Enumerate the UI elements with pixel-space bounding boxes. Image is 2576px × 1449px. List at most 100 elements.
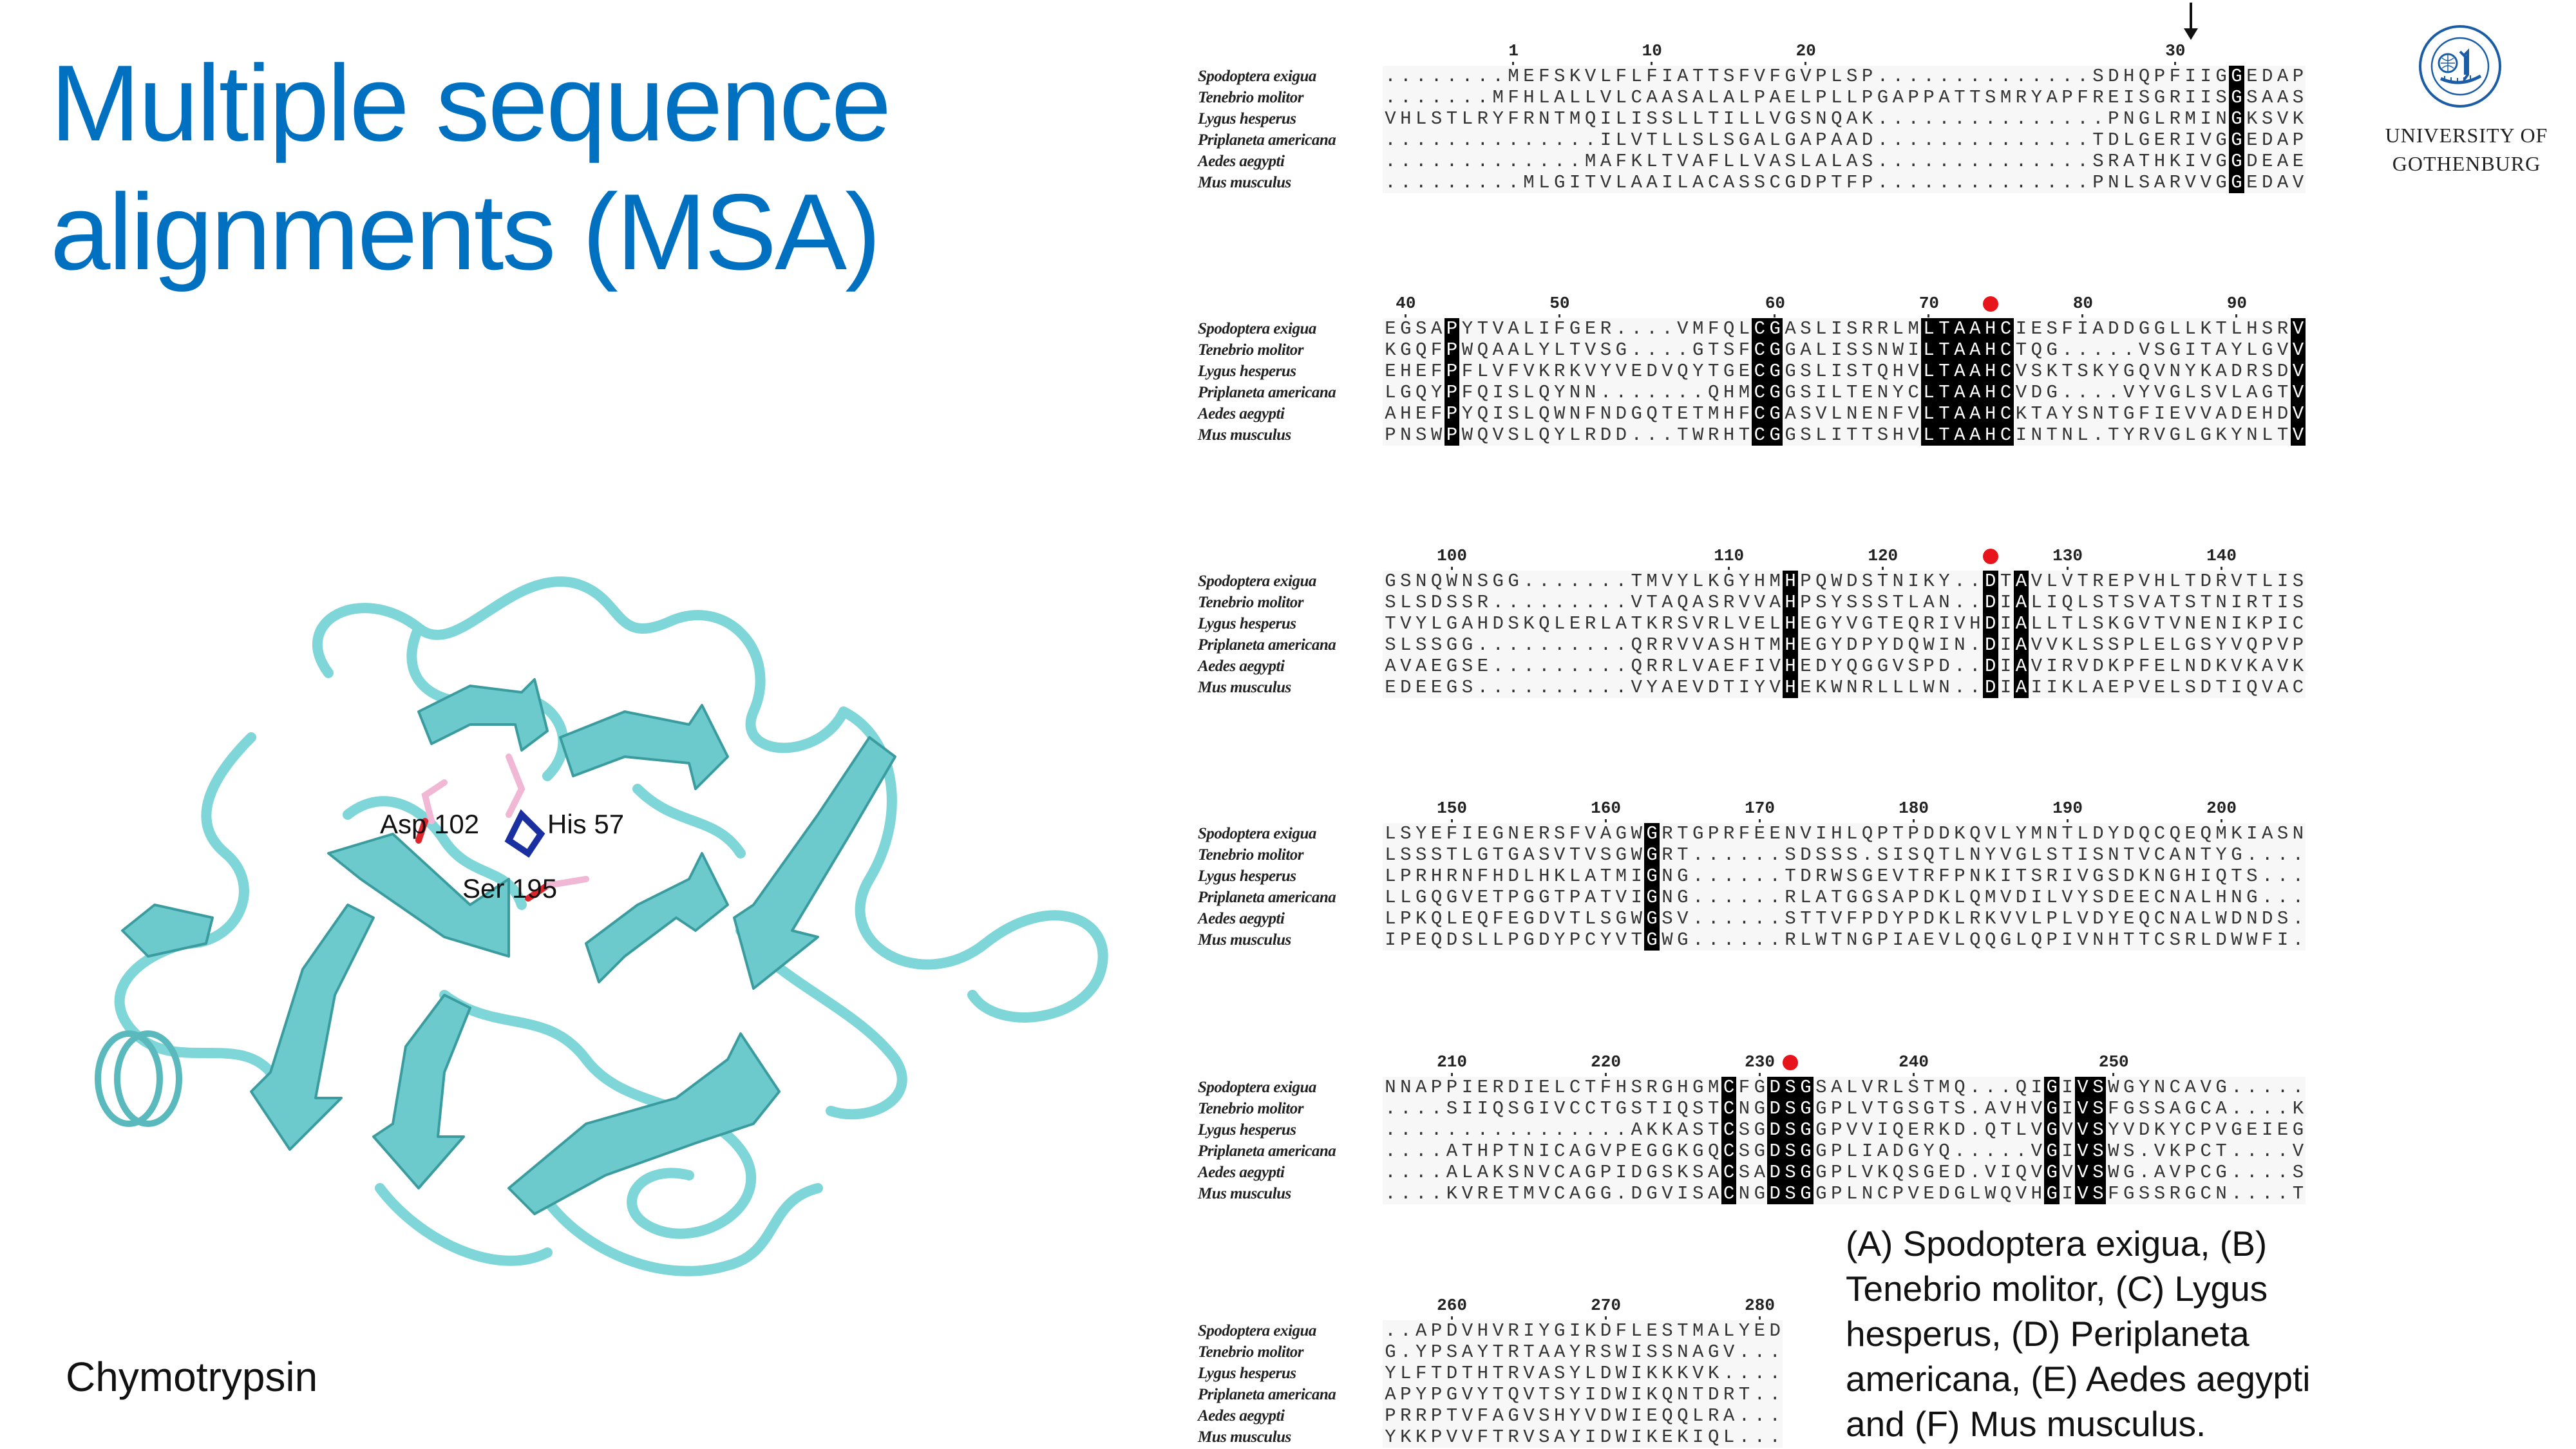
slide-title: Multiple sequence alignments (MSA): [50, 39, 891, 296]
catalytic-residue-marker: [1983, 549, 1999, 564]
position-ruler: 100 110 120 130 140: [1383, 546, 2306, 571]
position-tick-label: 160: [1587, 799, 1625, 822]
alignment-block: 100 110 120 130 140 Spodoptera exigua G S N Q W N S G…: [1198, 546, 2306, 698]
alignment-row: Lygus hesperus ................ A K K A S T C S G D…: [1198, 1119, 2306, 1141]
position-tick-label: 200: [2202, 799, 2241, 822]
position-tick-label: 110: [1710, 546, 1748, 570]
alignment-row: Mus musculus E D E E G S.......... V Y A E V D T I Y V H E…: [1198, 677, 2306, 698]
species-name: Priplaneta americana: [1198, 131, 1336, 149]
position-tick-label: 40: [1387, 294, 1425, 317]
alignment-row: Spodoptera exigua .. A P D V H V R I Y G I K D F L E S T M A L…: [1198, 1320, 1783, 1341]
position-tick-label: 250: [2094, 1052, 2133, 1076]
alignment-row: Priplaneta americana S L S S G G.......... Q R R V…: [1198, 634, 2306, 656]
position-tick-label: 60: [1756, 294, 1794, 317]
alignment-row: Tenebrio molitor ....... M F H L A L L V L C A A S A L A L…: [1198, 87, 2306, 108]
species-name: Tenebrio molitor: [1198, 594, 1304, 611]
species-name: Tenebrio molitor: [1198, 846, 1304, 864]
alignment-row: Priplaneta americana .............. I L V T L L…: [1198, 129, 2306, 151]
alignment-row: Spodoptera exigua E G S A P Y T V A L I F G E R.... V M F Q…: [1198, 318, 2306, 339]
species-name: Priplaneta americana: [1198, 1142, 1336, 1160]
species-name: Lygus hesperus: [1198, 1365, 1296, 1382]
alignment-row: Tenebrio molitor G. Y P S A Y T R T A A Y R S W I S S N A G V.…: [1198, 1341, 1783, 1363]
alignment-row: Lygus hesperus Y L F T D T H T R V A S Y L D W I K K K V K....: [1198, 1363, 1783, 1384]
species-name: Tenebrio molitor: [1198, 1343, 1304, 1361]
cleavage-site-arrow-icon: [2183, 3, 2198, 40]
species-name: Mus musculus: [1198, 1185, 1291, 1202]
caption-line: and (F) Mus musculus.: [1846, 1404, 2206, 1444]
species-name: Mus musculus: [1198, 679, 1291, 696]
position-tick-label: 150: [1433, 799, 1472, 822]
alignment-row: Priplaneta americana A P Y P G V Y T Q V T S Y I D W I K Q N…: [1198, 1384, 1783, 1405]
alignment-block: 150 160 170 180 190 200 Spodoptera exigua L S Y E F…: [1198, 799, 2306, 951]
species-name: Aedes aegypti: [1198, 658, 1285, 675]
species-name: Mus musculus: [1198, 1428, 1291, 1446]
alignment-row: Spodoptera exigua N N A P P I E R D I E L C T F H S R G H G M C…: [1198, 1077, 2306, 1098]
species-name: Mus musculus: [1198, 174, 1291, 191]
structure-name: Chymotrypsin: [66, 1354, 318, 1400]
position-tick-label: 30: [2156, 41, 2195, 65]
caption-line: (A) Spodoptera exigua, (B): [1846, 1224, 2268, 1264]
university-seal-icon: [2419, 25, 2501, 108]
species-name: Lygus hesperus: [1198, 363, 1296, 380]
alignment-block: 1 10 20 30 Spodoptera exigua ........ M E F S K V L F…: [1198, 3, 2306, 193]
species-name: Aedes aegypti: [1198, 910, 1285, 927]
species-name: Aedes aegypti: [1198, 153, 1285, 170]
alignment-row: Mus musculus .... K V R E T M V C A G G. D G V I S A C N G D S G…: [1198, 1183, 2306, 1204]
position-ruler: 260 270 280: [1383, 1296, 1783, 1320]
position-tick-label: 90: [2217, 294, 2256, 317]
alignment-row: Aedes aegypti P R R P T V F A G V S H Y V D W I E Q Q L R A...: [1198, 1405, 1783, 1426]
position-tick-label: 240: [1895, 1052, 1933, 1076]
species-name: Spodoptera exigua: [1198, 68, 1316, 85]
alignment-row: Mus musculus I P E Q D S L L P G D Y P C Y V T G W G...... R L…: [1198, 929, 2306, 951]
alignment-row: Tenebrio molitor L S S S T L G T G A S V T V S G W G R T....…: [1198, 844, 2306, 866]
alignment-row: Mus musculus ......... M L G I T V L A A I L A C A S S C G D…: [1198, 172, 2306, 193]
position-tick-label: 50: [1540, 294, 1579, 317]
alignment-row: Tenebrio molitor K G Q F P W Q A A L Y L T V S G.... G T S F…: [1198, 339, 2306, 361]
position-tick-label: 120: [1864, 546, 1902, 570]
alignment-row: Lygus hesperus E H E F P F L V F V K R K V Y V E D V Q Y T G E C G…: [1198, 361, 2306, 382]
position-tick-label: 170: [1741, 799, 1779, 822]
species-name: Lygus hesperus: [1198, 867, 1296, 885]
his-57-label: His 57: [547, 809, 625, 839]
species-name: Spodoptera exigua: [1198, 825, 1316, 842]
species-name: Priplaneta americana: [1198, 636, 1336, 654]
position-tick-label: 180: [1895, 799, 1933, 822]
species-name: Spodoptera exigua: [1198, 320, 1316, 337]
position-tick-label: 10: [1633, 41, 1671, 65]
alignment-row: Tenebrio molitor .... S I I Q S G I V C C T G S T I Q S T C N…: [1198, 1098, 2306, 1119]
species-name: Spodoptera exigua: [1198, 1079, 1316, 1096]
university-logo: UNIVERSITY OF GOTHENBURG: [2357, 19, 2576, 187]
alignment-row: Priplaneta americana .... A T H P T N I C A G V P E G G K…: [1198, 1141, 2306, 1162]
caption-line: Tenebrio molitor, (C) Lygus: [1846, 1269, 2268, 1309]
alignment-row: Mus musculus P N S W P W Q V S L Q Y L R D D... T W R H T C G G S…: [1198, 424, 2306, 446]
alignment-block: 40 50 60 70 80 90 Spodoptera exigua E G S A P Y T V A L I…: [1198, 294, 2306, 446]
position-tick-label: 270: [1587, 1296, 1625, 1320]
species-name: Priplaneta americana: [1198, 889, 1336, 906]
alignment-row: Tenebrio molitor S L S D S S R......... V T A Q A S R V…: [1198, 592, 2306, 613]
alignment-row: Aedes aegypti ............. M A F K L T V A F L L V A S…: [1198, 151, 2306, 172]
position-tick-label: 230: [1741, 1052, 1779, 1076]
position-tick-label: 100: [1433, 546, 1472, 570]
species-name: Tenebrio molitor: [1198, 1100, 1304, 1117]
position-tick-label: 1: [1494, 41, 1533, 65]
position-ruler: 1 10 20 30: [1383, 3, 2306, 66]
alignment-row: Mus musculus Y K K P V V F T R V S A Y I D W I K E K I Q L...: [1198, 1426, 1783, 1448]
alignment-row: Priplaneta americana L G Q Y P F Q I S L Q Y N N......…: [1198, 382, 2306, 403]
alignment-row: Spodoptera exigua G S N Q W N S G G....... T M V Y L K G…: [1198, 571, 2306, 592]
